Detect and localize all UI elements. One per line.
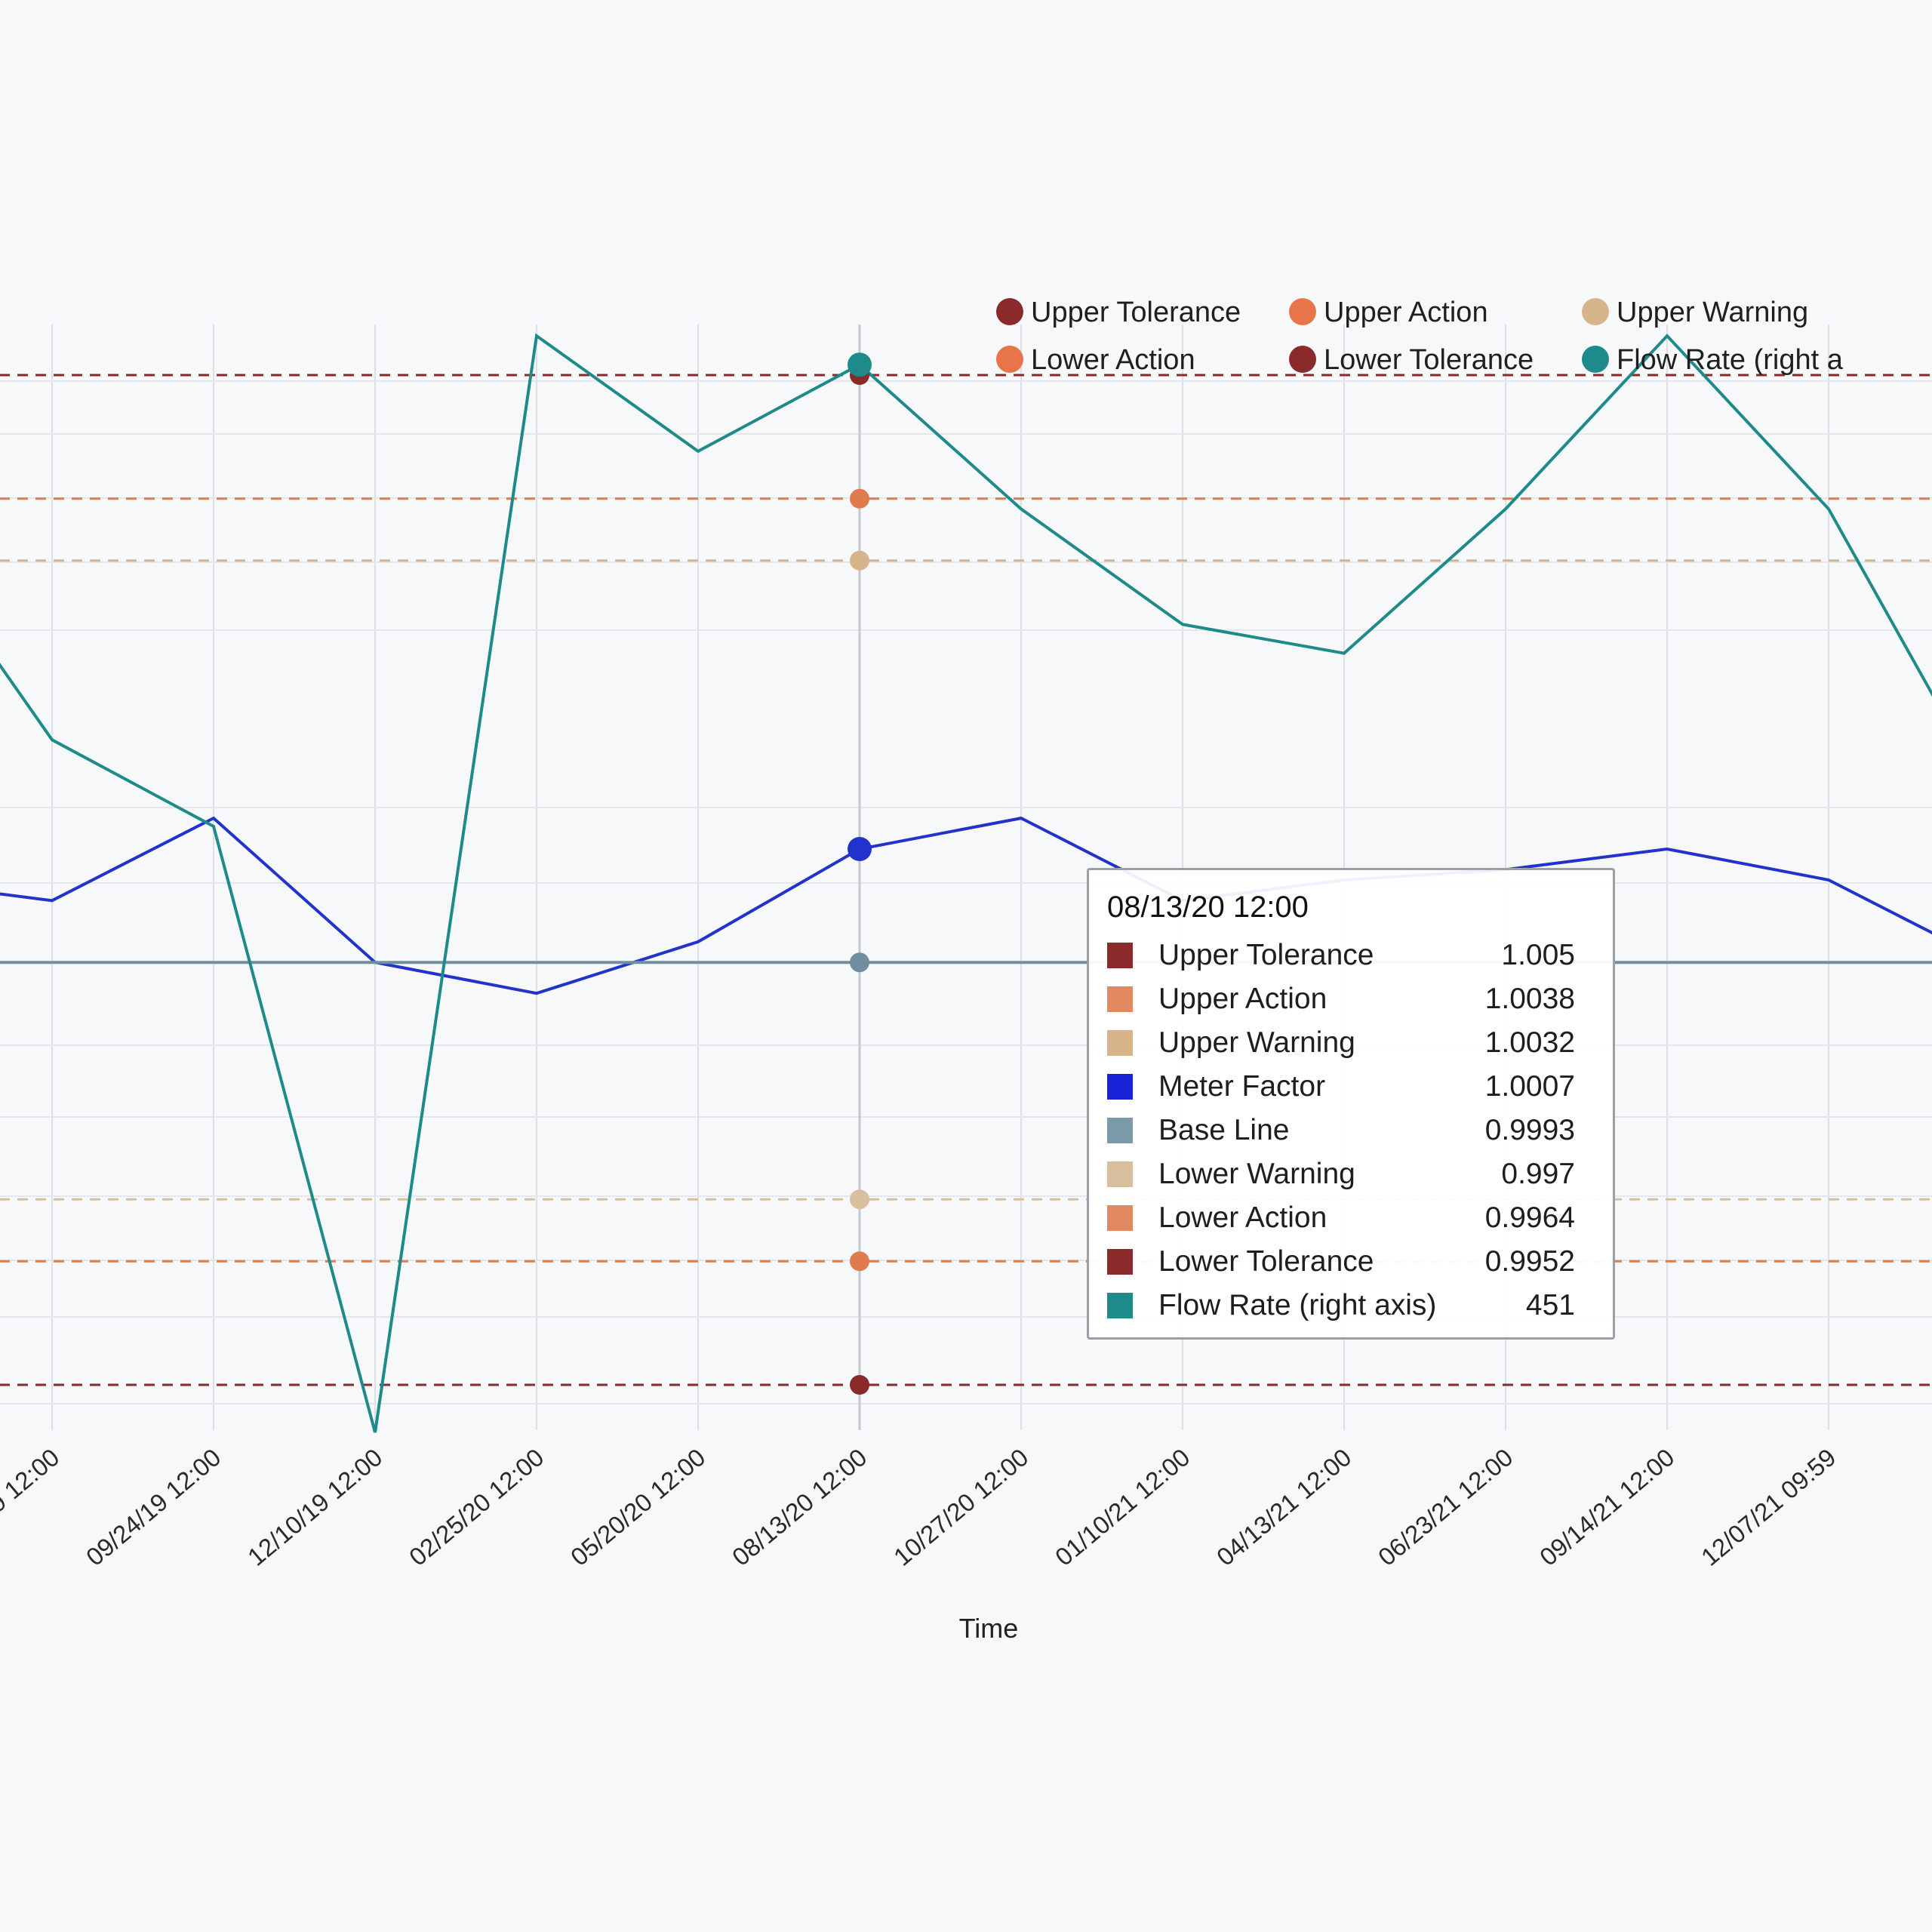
legend-swatch (996, 346, 1023, 373)
tooltip-label: Lower Tolerance (1158, 1245, 1374, 1278)
legend-label: Upper Warning (1617, 297, 1808, 328)
legend-item-lower-action[interactable]: Lower Action (996, 344, 1195, 376)
marker-lower-warning (850, 1189, 869, 1210)
tooltip-row-flow-rate-right-axis: Flow Rate (right axis) 451 (1107, 1284, 1575, 1327)
legend: Upper Tolerance Upper Action Upper Warning… (996, 297, 1844, 376)
legend-item-upper-tolerance[interactable]: Upper Tolerance (996, 297, 1241, 328)
legend-label: Upper Action (1324, 297, 1488, 328)
tooltip-label: Lower Action (1158, 1201, 1327, 1234)
legend-item-upper-action[interactable]: Upper Action (1289, 297, 1488, 328)
legend-label: Upper Tolerance (1031, 297, 1241, 328)
tooltip-swatch (1107, 986, 1133, 1012)
tooltip-swatch (1107, 1161, 1133, 1187)
tooltip-label: Upper Action (1158, 983, 1327, 1015)
x-tick-label: 07/01/19 12:00 (0, 1443, 64, 1571)
marker-upper-action (850, 488, 869, 509)
x-tick-label: 06/23/21 12:00 (1373, 1443, 1518, 1571)
x-tick-label: 12/10/19 12:00 (242, 1443, 387, 1571)
marker-lower-action (850, 1251, 869, 1272)
tooltip-title: 08/13/20 12:00 (1107, 891, 1309, 924)
tooltip-rows: Upper Tolerance 1.005 Upper Action 1.0038 Up… (1107, 934, 1575, 1327)
tooltip-row-lower-tolerance: Lower Tolerance 0.9952 (1107, 1240, 1575, 1284)
legend-item-flow-rate-right-a[interactable]: Flow Rate (right a (1582, 344, 1844, 376)
x-tick-label: 09/24/19 12:00 (81, 1443, 226, 1571)
tooltip-row-upper-tolerance: Upper Tolerance 1.005 (1107, 934, 1575, 977)
tooltip-value: 0.9952 (1484, 1245, 1575, 1278)
tooltip-swatch (1107, 1293, 1133, 1318)
tooltip-row-meter-factor: Meter Factor 1.0007 (1107, 1065, 1575, 1109)
grid-layer (0, 325, 1932, 1430)
legend-label: Flow Rate (right a (1617, 344, 1844, 376)
marker-upper-warning (850, 550, 869, 571)
tooltip-row-lower-warning: Lower Warning 0.997 (1107, 1152, 1575, 1196)
tooltip-swatch (1107, 1205, 1133, 1231)
legend-label: Lower Tolerance (1324, 344, 1534, 376)
tooltip-swatch (1107, 1074, 1133, 1100)
tooltip-value: 1.0007 (1484, 1070, 1575, 1103)
tooltip-value: 0.997 (1501, 1158, 1575, 1190)
x-tick-label: 04/13/21 12:00 (1211, 1443, 1356, 1571)
legend-swatch (1582, 298, 1609, 325)
tooltip-label: Meter Factor (1158, 1070, 1326, 1103)
marker-flow-rate-right-axis (848, 352, 872, 377)
legend-item-upper-warning[interactable]: Upper Warning (1582, 297, 1808, 328)
marker-lower-tolerance (850, 1375, 869, 1395)
tooltip-swatch (1107, 943, 1133, 968)
x-tick-label: 05/20/20 12:00 (565, 1443, 710, 1571)
x-axis-title: Time (959, 1613, 1019, 1644)
hover-markers (848, 352, 872, 1395)
x-tick-label: 09/14/21 12:00 (1534, 1443, 1679, 1571)
tooltip-label: Upper Warning (1158, 1026, 1355, 1059)
series-flow-rate-right-axis (0, 333, 1932, 1433)
legend-swatch (1289, 298, 1316, 325)
series-layer (0, 333, 1932, 1433)
legend-swatch (996, 298, 1023, 325)
tooltip-value: 1.0038 (1484, 983, 1575, 1015)
tooltip-value: 1.005 (1501, 939, 1575, 971)
hover-tooltip: 08/13/20 12:00 Upper Tolerance 1.005 Upper… (1087, 868, 1615, 1340)
tooltip-value: 0.9964 (1484, 1201, 1575, 1234)
legend-swatch (1582, 346, 1609, 373)
tooltip-row-lower-action: Lower Action 0.9964 (1107, 1196, 1575, 1240)
tooltip-row-upper-warning: Upper Warning 1.0032 (1107, 1021, 1575, 1065)
x-tick-label: 01/10/21 12:00 (1050, 1443, 1195, 1571)
tooltip-row-upper-action: Upper Action 1.0038 (1107, 977, 1575, 1021)
legend-label: Lower Action (1031, 344, 1195, 376)
tooltip-row-base-line: Base Line 0.9993 (1107, 1109, 1575, 1152)
tooltip-label: Upper Tolerance (1158, 939, 1374, 971)
tooltip-swatch (1107, 1249, 1133, 1275)
legend-swatch (1289, 346, 1316, 373)
x-tick-label: 08/13/20 12:00 (727, 1443, 872, 1571)
tooltip-value: 451 (1525, 1289, 1575, 1321)
tooltip-label: Base Line (1158, 1114, 1290, 1146)
tooltip-value: 1.0032 (1484, 1026, 1575, 1059)
tooltip-swatch (1107, 1118, 1133, 1143)
x-tick-label: 02/25/20 12:00 (404, 1443, 549, 1571)
tooltip-value: 0.9993 (1484, 1114, 1575, 1146)
tooltip-swatch (1107, 1030, 1133, 1056)
marker-meter-factor (848, 837, 872, 861)
legend-item-lower-tolerance[interactable]: Lower Tolerance (1289, 344, 1534, 376)
tooltip-label: Flow Rate (right axis) (1158, 1289, 1437, 1321)
tooltip-label: Lower Warning (1158, 1158, 1355, 1190)
x-tick-label: 12/07/21 09:59 (1696, 1443, 1841, 1571)
marker-base-line (850, 952, 869, 973)
x-tick-label: 10/27/20 12:00 (888, 1443, 1033, 1571)
series-meter-factor (0, 816, 1932, 995)
